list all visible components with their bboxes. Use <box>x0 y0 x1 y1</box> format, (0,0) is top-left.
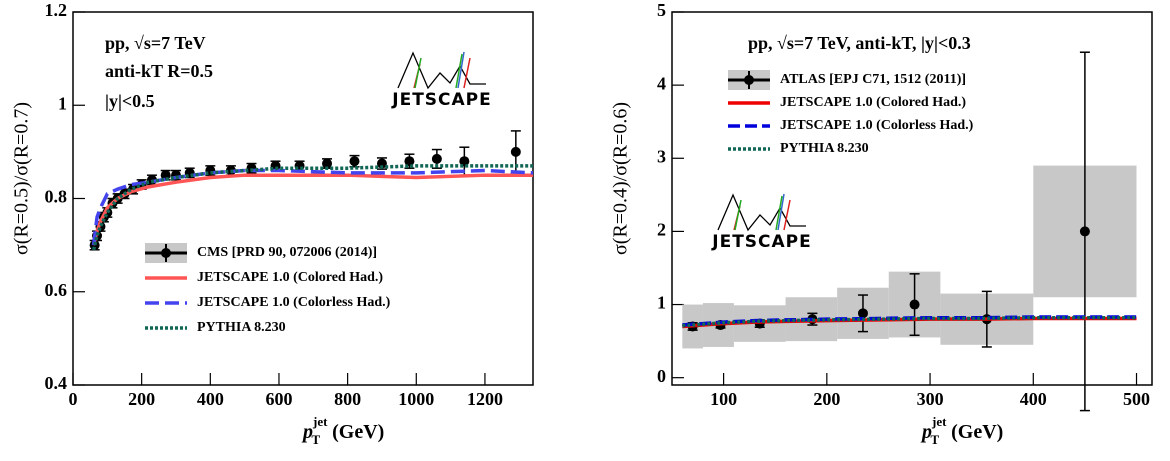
x-label-sup: jet <box>931 414 947 429</box>
y-tick-label: 0.4 <box>45 373 68 393</box>
legend-label: PYTHIA 8.230 <box>197 320 286 335</box>
series-line <box>91 168 534 246</box>
y-tick-label: 4 <box>657 73 666 93</box>
series-line <box>91 164 533 251</box>
logo-stroke <box>414 57 422 89</box>
x-label-sub: T <box>930 432 939 447</box>
y-tick-label: 1 <box>657 293 666 313</box>
x-label-unit: (GeV) <box>951 421 1003 443</box>
x-label-unit: (GeV) <box>332 421 384 443</box>
x-tick-label: 400 <box>197 389 224 409</box>
logo-stroke <box>775 195 783 231</box>
x-tick-label: 200 <box>128 389 155 409</box>
x-tick-label: 400 <box>1020 389 1047 409</box>
x-label-sup: jet <box>312 414 328 429</box>
logo-stroke <box>783 199 791 231</box>
x-tick-label: 800 <box>334 389 361 409</box>
y-tick-label: 0.6 <box>45 280 68 300</box>
logo-text: JETSCAPE <box>711 232 811 252</box>
y-tick-label: 3 <box>657 146 666 166</box>
annotation: pp, √s=7 TeV <box>105 33 206 53</box>
data-point <box>349 156 360 167</box>
logo-mountain <box>397 51 486 90</box>
logo-stroke <box>457 51 465 89</box>
annotation: pp, √s=7 TeV, anti-kT, |y|<0.3 <box>748 33 971 53</box>
logo-stroke <box>463 57 471 89</box>
logo-stroke <box>777 193 785 231</box>
legend-label: PYTHIA 8.230 <box>780 141 869 156</box>
y-tick-label: 0 <box>657 366 666 386</box>
x-label-sub: T <box>311 432 320 447</box>
x-tick-label: 1200 <box>467 389 503 409</box>
annotation: |y|<0.5 <box>105 91 155 111</box>
y-tick-label: 1.2 <box>45 0 68 20</box>
x-label-main: p <box>920 421 932 443</box>
annotation: anti-kT R=0.5 <box>105 61 213 81</box>
logo-text: JETSCAPE <box>391 90 491 110</box>
legend-label: JETSCAPE 1.0 (Colored Had.) <box>197 270 383 285</box>
data-point <box>510 146 521 157</box>
data-point <box>459 156 470 167</box>
legend-label: ATLAS [EPJ C71, 1512 (2011)] <box>780 72 966 87</box>
series-line <box>682 315 1137 328</box>
data-point <box>1079 226 1090 237</box>
x-tick-label: 100 <box>710 389 737 409</box>
y-axis-label: σ(R=0.4)/σ(R=0.6) <box>610 102 632 255</box>
data-point <box>322 158 333 169</box>
series-line <box>91 173 533 246</box>
data-point <box>404 156 415 167</box>
legend-label: JETSCAPE 1.0 (Colorless Had.) <box>197 295 391 310</box>
data-point <box>909 299 920 310</box>
x-tick-label: 1000 <box>398 389 434 409</box>
x-tick-label: 200 <box>813 389 840 409</box>
legend-label: JETSCAPE 1.0 (Colorless Had.) <box>780 118 974 133</box>
x-axis-label: pjet T (GeV) <box>920 414 1003 447</box>
x-tick-label: 300 <box>917 389 944 409</box>
data-point <box>431 153 442 164</box>
x-tick-label: 600 <box>265 389 292 409</box>
plot-frame <box>671 11 1153 386</box>
y-tick-label: 2 <box>657 220 666 240</box>
x-tick-label: 500 <box>1123 389 1150 409</box>
logo-mountain <box>717 193 806 232</box>
y-tick-label: 1 <box>58 93 67 113</box>
y-axis-label: σ(R=0.5)/σ(R=0.7) <box>11 102 33 255</box>
x-axis-label: pjet T (GeV) <box>301 414 384 447</box>
legend-swatch-dot <box>161 248 171 258</box>
legend-swatch-dot <box>744 75 754 85</box>
legend-label: CMS [PRD 90, 072006 (2014)] <box>197 245 377 260</box>
x-label-main: p <box>301 421 313 443</box>
y-tick-label: 5 <box>657 0 666 20</box>
y-tick-label: 0.8 <box>45 187 68 207</box>
logo-stroke <box>455 53 463 89</box>
data-point <box>376 158 387 169</box>
x-tick-label: 0 <box>69 389 78 409</box>
data-point <box>857 308 868 319</box>
logo-stroke <box>734 199 742 231</box>
legend-label: JETSCAPE 1.0 (Colored Had.) <box>780 95 966 110</box>
